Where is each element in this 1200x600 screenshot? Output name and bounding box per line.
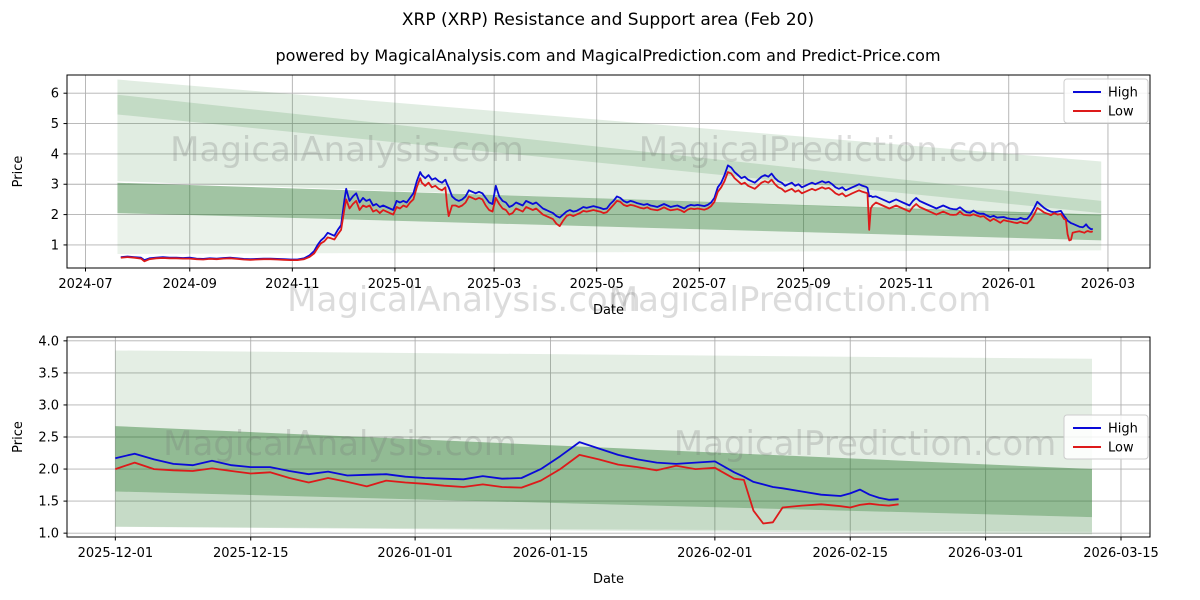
x-tick-label: 2025-01 bbox=[368, 277, 422, 292]
legend: High Low bbox=[1063, 78, 1149, 124]
y-axis-label: Price bbox=[11, 421, 26, 453]
x-tick-label: 2026-01-01 bbox=[377, 546, 453, 561]
x-tick-label: 2025-05 bbox=[570, 277, 624, 292]
support-resistance-bands bbox=[117, 79, 1102, 255]
x-tick-label: 2025-03 bbox=[467, 277, 521, 292]
x-tick-label: 2026-03-15 bbox=[1083, 546, 1159, 561]
top-chart: MagicalAnalysis.com MagicalPrediction.com… bbox=[11, 74, 1151, 318]
x-axis-label: Date bbox=[593, 303, 624, 318]
y-tick-label: 4.0 bbox=[38, 334, 59, 349]
y-tick-label: 2.0 bbox=[38, 463, 59, 478]
y-tick-label: 1.5 bbox=[38, 495, 59, 510]
y-tick-label: 3.5 bbox=[38, 366, 59, 381]
watermark-analysis: MagicalAnalysis.com bbox=[170, 130, 524, 170]
legend-low-label: Low bbox=[1108, 441, 1134, 456]
x-tick-label: 2025-09 bbox=[776, 277, 830, 292]
band-upper bbox=[117, 94, 1102, 214]
band-lower bbox=[115, 491, 1092, 535]
y-tick-label: 5 bbox=[51, 117, 59, 132]
x-tick-label: 2024-09 bbox=[163, 277, 217, 292]
y-tick-label: 2.5 bbox=[38, 431, 59, 446]
x-tick-label: 2024-11 bbox=[265, 277, 319, 292]
watermark-analysis-mid: MagicalAnalysis.com bbox=[287, 280, 641, 320]
y-tick-label: 3 bbox=[51, 178, 59, 193]
watermark-prediction: MagicalPrediction.com bbox=[674, 424, 1057, 464]
page-title: XRP (XRP) Resistance and Support area (F… bbox=[401, 10, 815, 30]
watermark-prediction-mid: MagicalPrediction.com bbox=[608, 280, 992, 320]
x-tick-label: 2025-07 bbox=[672, 277, 726, 292]
band-outer-light bbox=[117, 79, 1102, 217]
x-tick-label: 2026-02-15 bbox=[812, 546, 888, 561]
low-line bbox=[115, 453, 899, 525]
band-lower-light bbox=[117, 213, 1102, 255]
high-line bbox=[120, 164, 1093, 262]
low-line bbox=[120, 171, 1094, 263]
y-tick-label: 6 bbox=[51, 87, 59, 102]
y-tick-label: 3.0 bbox=[38, 398, 59, 413]
page-subtitle: powered by MagicalAnalysis.com and Magic… bbox=[275, 46, 941, 65]
x-tick-label: 2024-07 bbox=[58, 277, 112, 292]
x-tick-label: 2025-11 bbox=[879, 277, 933, 292]
y-tick-label: 1.0 bbox=[38, 527, 59, 542]
grid bbox=[67, 75, 1150, 268]
plot-border bbox=[66, 74, 1151, 269]
x-axis-label: Date bbox=[593, 572, 624, 587]
y-tick-label: 4 bbox=[51, 147, 59, 162]
legend: High Low bbox=[1063, 414, 1149, 460]
x-tick-label: 2026-03-01 bbox=[948, 546, 1024, 561]
y-tick-label: 2 bbox=[51, 208, 59, 223]
grid bbox=[67, 337, 1150, 537]
legend-high-label: High bbox=[1108, 86, 1138, 101]
legend-low-label: Low bbox=[1108, 105, 1134, 120]
x-tick-label: 2025-12-01 bbox=[78, 546, 154, 561]
band-outer-light bbox=[115, 350, 1092, 532]
x-tick-label: 2026-02-01 bbox=[677, 546, 753, 561]
x-tick-label: 2026-03 bbox=[1081, 277, 1135, 292]
legend-high-label: High bbox=[1108, 422, 1138, 437]
y-axis-label: Price bbox=[11, 156, 26, 188]
y-tick-label: 1 bbox=[51, 238, 59, 253]
x-tick-label: 2025-12-15 bbox=[213, 546, 289, 561]
bottom-chart: MagicalAnalysis.com MagicalPrediction.com… bbox=[11, 334, 1159, 587]
support-resistance-bands bbox=[115, 350, 1092, 535]
high-line bbox=[115, 441, 899, 501]
watermark-analysis: MagicalAnalysis.com bbox=[163, 424, 517, 464]
watermark-prediction: MagicalPrediction.com bbox=[639, 130, 1022, 170]
x-tick-label: 2026-01-15 bbox=[513, 546, 589, 561]
x-tick-label: 2026-01 bbox=[982, 277, 1036, 292]
